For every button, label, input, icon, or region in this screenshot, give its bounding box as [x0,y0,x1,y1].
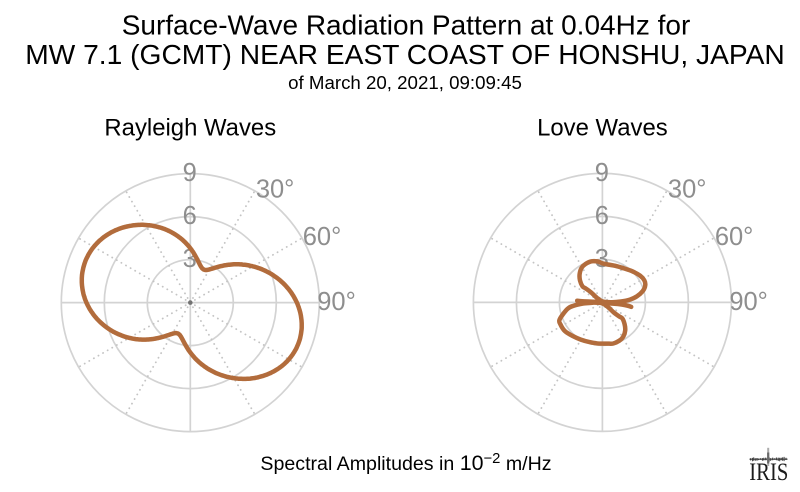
svg-text:9: 9 [595,159,609,187]
svg-text:90°: 90° [317,288,356,316]
svg-text:60°: 60° [303,223,342,251]
svg-text:6: 6 [595,202,609,230]
svg-text:9: 9 [183,159,197,187]
svg-text:30°: 30° [256,176,295,204]
svg-text:IRIS: IRIS [749,459,788,486]
svg-text:6: 6 [183,202,197,230]
svg-text:60°: 60° [715,223,754,251]
svg-text:Love Waves: Love Waves [537,115,668,142]
svg-text:Spectral Amplitudes in 10−2 m/: Spectral Amplitudes in 10−2 m/Hz [260,451,551,475]
svg-text:MW 7.1 (GCMT) NEAR EAST COAST: MW 7.1 (GCMT) NEAR EAST COAST OF HONSHU,… [25,38,785,70]
svg-text:3: 3 [595,245,609,273]
svg-text:Rayleigh Waves: Rayleigh Waves [104,115,276,142]
svg-text:Surface-Wave Radiation Pattern: Surface-Wave Radiation Pattern at 0.04Hz… [122,9,691,40]
svg-text:of March 20, 2021, 09:09:45: of March 20, 2021, 09:09:45 [288,72,522,93]
svg-text:30°: 30° [668,176,707,204]
svg-text:90°: 90° [729,288,768,316]
